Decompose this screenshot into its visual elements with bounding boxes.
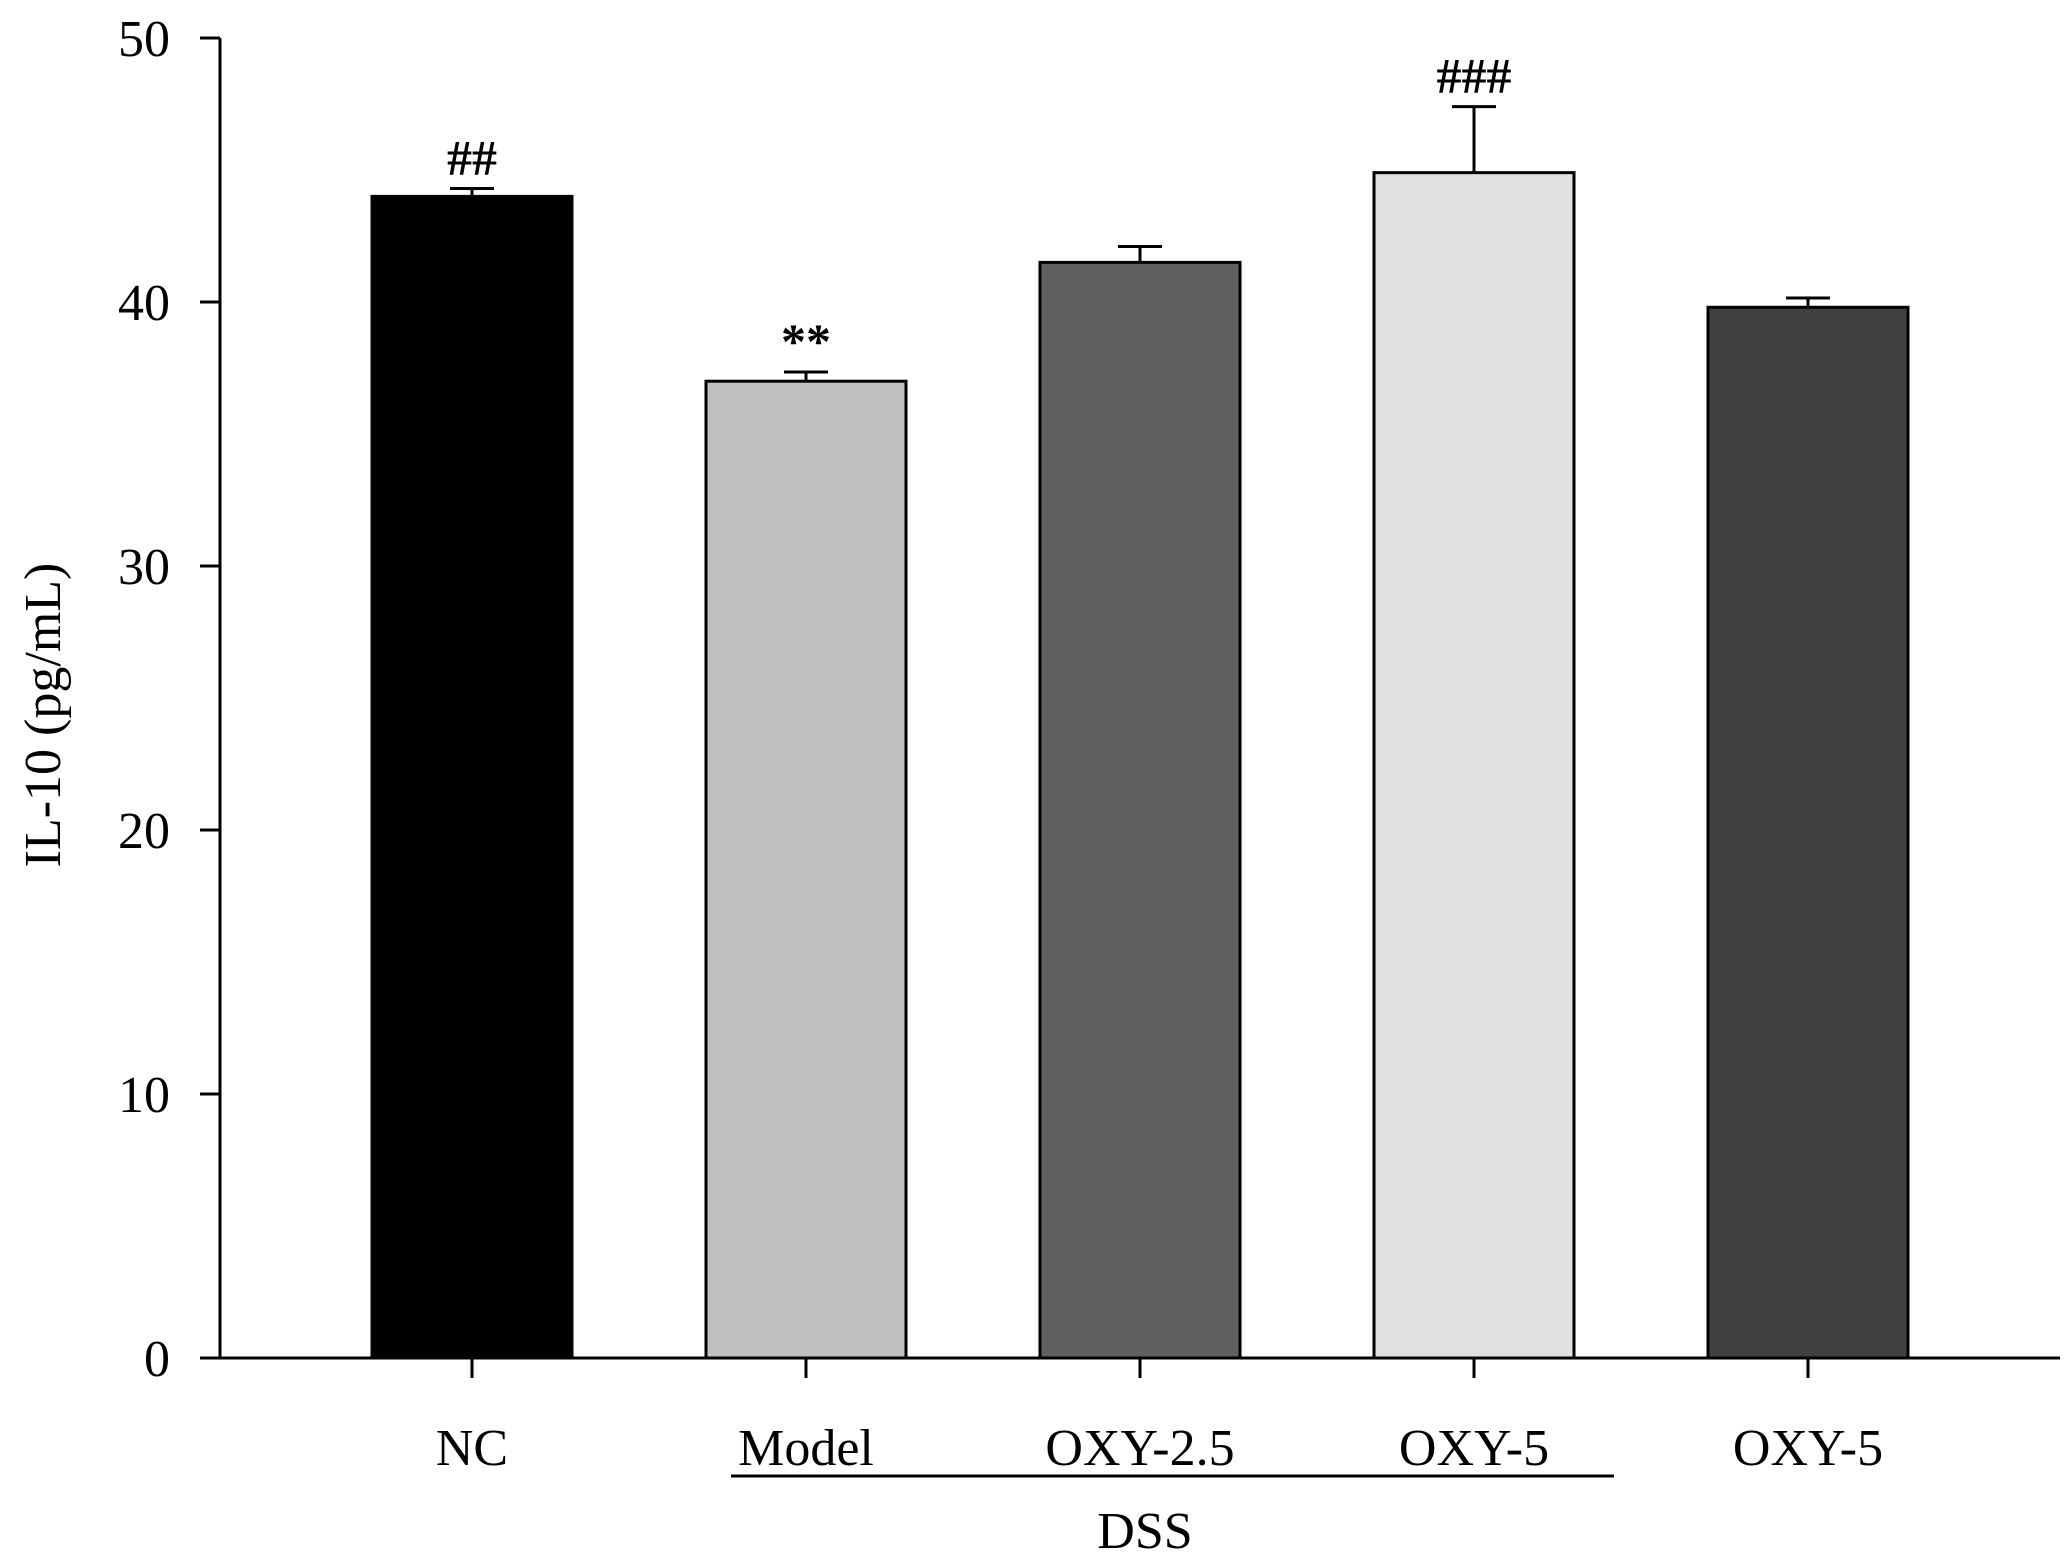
bar (1706, 305, 1910, 1360)
significance-label: ### (1437, 48, 1512, 104)
y-tick-label: 10 (118, 1067, 170, 1124)
significance-label: ** (781, 313, 831, 369)
group-label: DSS (1097, 1503, 1192, 1560)
y-tick-label: 30 (118, 539, 170, 596)
y-tick-label: 0 (144, 1331, 170, 1388)
bar (1372, 171, 1576, 1360)
significance-label: ## (447, 129, 497, 185)
x-tick-label: OXY-5 (1733, 1420, 1883, 1477)
bar (1038, 260, 1242, 1360)
y-tick-label: 50 (118, 11, 170, 68)
y-tick-label: 20 (118, 803, 170, 860)
bar (704, 379, 908, 1360)
x-tick-label: OXY-5 (1399, 1420, 1549, 1477)
x-tick-label: Model (738, 1420, 874, 1477)
x-tick-label: NC (436, 1420, 508, 1477)
y-tick-label: 40 (118, 275, 170, 332)
plot-area: 0 10 20 30 40 50 NC ## Model ** OXY-2.5 OXY-5 ### OXY… (118, 11, 2060, 1560)
bar (370, 194, 574, 1360)
x-tick-label: OXY-2.5 (1045, 1420, 1234, 1477)
y-axis-title: IL-10 (pg/mL) (15, 563, 72, 868)
